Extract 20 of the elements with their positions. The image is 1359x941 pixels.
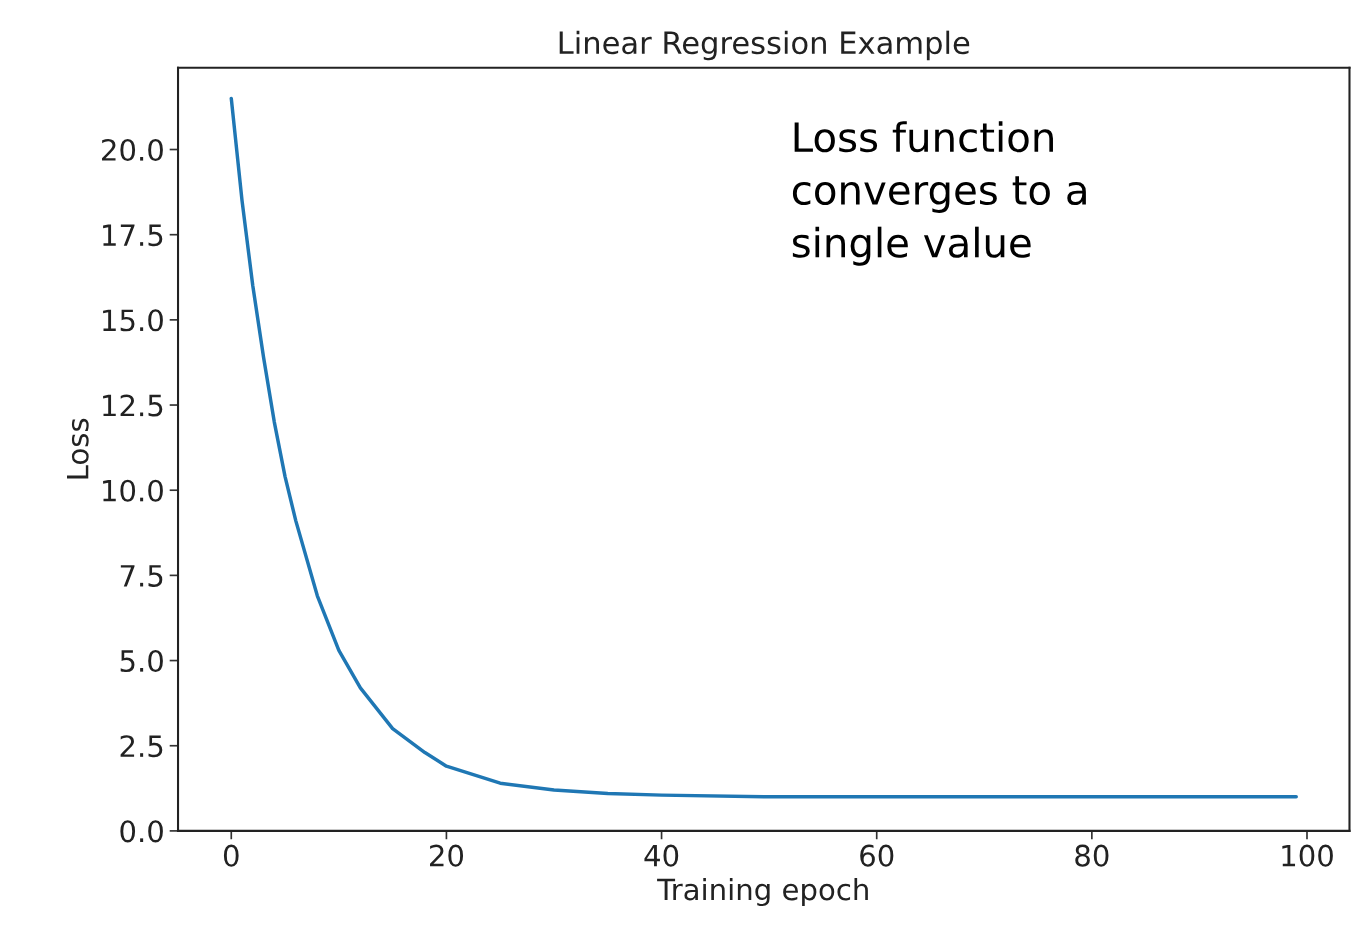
x-tick-label: 80	[1075, 844, 1109, 867]
line-series	[229, 96, 1298, 799]
annotation: Loss function converges to a single value	[792, 121, 1086, 266]
x-tick-label: 40	[644, 844, 679, 867]
y-tick-label: 20.0	[102, 138, 163, 162]
y-tick-label: 5.0	[120, 649, 163, 673]
chart-title: Linear Regression Example	[559, 30, 970, 61]
x-tick-label: 0	[223, 844, 239, 867]
x-tick-label: 100	[1282, 844, 1333, 867]
y-tick-label: 17.5	[103, 224, 163, 247]
x-axis-title: Training epoch	[657, 877, 868, 907]
y-tick-label: 2.5	[120, 735, 163, 758]
y-tick-label: 12.5	[103, 394, 163, 417]
x-tick-label: 60	[860, 844, 894, 867]
x-tick-label: 20	[430, 844, 464, 867]
y-tick-label: 0.0	[120, 820, 163, 843]
y-axis-title: Loss	[67, 418, 89, 479]
y-tick-label: 10.0	[103, 479, 163, 502]
y-tick-label: 7.5	[120, 565, 163, 587]
y-tick-label: 15.0	[103, 309, 163, 332]
